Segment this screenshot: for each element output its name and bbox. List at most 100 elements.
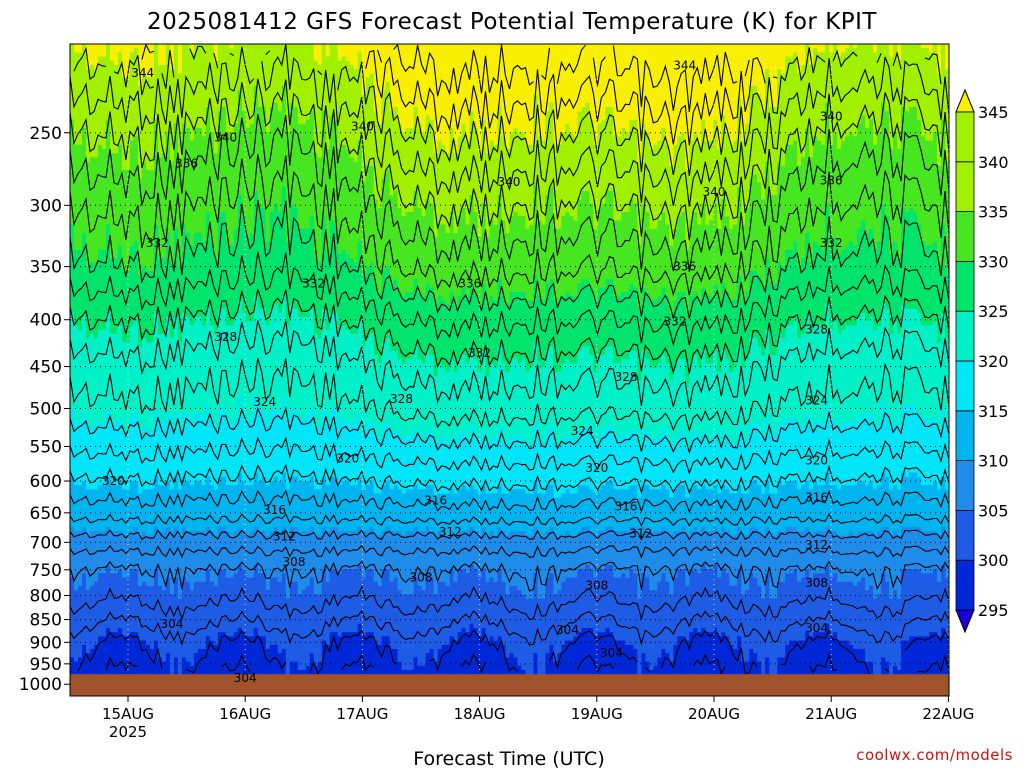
isentrope-334 (70, 154, 949, 297)
fill-cell (405, 359, 411, 436)
fill-cell (165, 132, 171, 234)
fill-cell (401, 44, 407, 133)
fill-cell (225, 325, 231, 423)
fill-cell (733, 367, 738, 444)
fill-cell (705, 632, 710, 675)
fill-cell (661, 212, 666, 289)
fill-cell (773, 107, 778, 196)
fill-cell (74, 44, 79, 53)
fill-cell (109, 531, 115, 574)
fill-cell (717, 300, 722, 373)
fill-cell (529, 535, 535, 600)
fill-cell (481, 283, 487, 352)
fill-cell (177, 342, 183, 432)
fill-cell (829, 422, 834, 486)
fill-cell (437, 224, 443, 297)
fill-cell (353, 161, 359, 264)
fill-cell (817, 140, 822, 247)
fill-cell (313, 594, 319, 667)
fill-cell (393, 531, 399, 579)
fill-cell (553, 371, 559, 444)
fill-cell (925, 417, 930, 486)
fill-cell (261, 636, 267, 675)
fill-cell (449, 636, 455, 675)
fill-cell (869, 531, 874, 587)
fill-cell (837, 44, 842, 58)
fill-cell (945, 44, 949, 70)
fill-cell (665, 531, 670, 583)
fill-cell (477, 304, 483, 373)
fill-cell (761, 434, 766, 495)
fill-cell (297, 317, 303, 419)
fill-cell (909, 107, 914, 209)
fill-cell (265, 241, 271, 327)
fill-cell (805, 632, 810, 675)
fill-cell (601, 430, 606, 486)
fill-cell (665, 296, 670, 364)
fill-cell (121, 44, 127, 79)
fill-cell (841, 140, 846, 251)
fill-cell (105, 224, 111, 314)
fill-cell (465, 296, 471, 364)
fill-cell (429, 531, 435, 579)
fill-cell (577, 430, 583, 486)
fill-cell (205, 405, 211, 478)
fill-cell (721, 527, 726, 570)
fill-cell (673, 438, 678, 490)
fill-cell (173, 44, 179, 125)
fill-cell (329, 569, 335, 633)
fill-cell (353, 569, 359, 633)
fill-cell (253, 472, 259, 528)
fill-cell (217, 527, 223, 570)
fill-cell (625, 44, 630, 133)
fill-cell (677, 569, 682, 637)
fill-cell (505, 371, 511, 444)
fill-cell (261, 107, 267, 209)
fill-cell (117, 480, 123, 532)
fill-cell (725, 489, 730, 532)
fill-cell (149, 44, 155, 79)
fill-cell (157, 485, 163, 532)
fill-cell (341, 480, 347, 532)
fill-cell (413, 107, 419, 192)
fill-cell (85, 653, 91, 675)
fill-cell (409, 212, 415, 293)
fill-cell (713, 203, 718, 285)
fill-cell (897, 535, 902, 600)
fill-cell (509, 44, 515, 133)
fill-cell (817, 422, 822, 486)
fill-cell (657, 434, 662, 490)
fill-cell (701, 527, 706, 566)
fill-cell (597, 207, 602, 289)
fill-cell (165, 317, 171, 415)
fill-cell (373, 111, 379, 201)
fill-cell (185, 44, 191, 129)
fill-cell (121, 170, 127, 272)
fill-cell (109, 44, 115, 62)
fill-cell (653, 531, 658, 591)
fill-cell (629, 485, 634, 528)
fill-cell (157, 44, 163, 66)
fill-cell (381, 636, 387, 675)
fill-cell (833, 237, 838, 322)
fill-cell (789, 640, 794, 675)
fill-cell (649, 669, 654, 675)
fill-cell (821, 531, 826, 574)
fill-cell (893, 665, 898, 675)
fill-cell (137, 346, 143, 432)
credit-link[interactable]: coolwx.com/models (856, 746, 1013, 764)
fill-cell (229, 136, 235, 247)
fill-cell (637, 161, 642, 247)
fill-cell (761, 199, 766, 289)
fill-cell (421, 44, 427, 133)
fill-cell (249, 123, 255, 234)
fill-cell (737, 426, 742, 486)
fill-cell (873, 329, 878, 427)
fill-cell (241, 569, 247, 633)
fill-cell (237, 300, 243, 398)
fill-cell (105, 564, 111, 629)
fill-cell (625, 434, 630, 490)
fill-cell (393, 44, 399, 108)
fill-cell (457, 216, 463, 297)
fill-cell (177, 535, 183, 600)
